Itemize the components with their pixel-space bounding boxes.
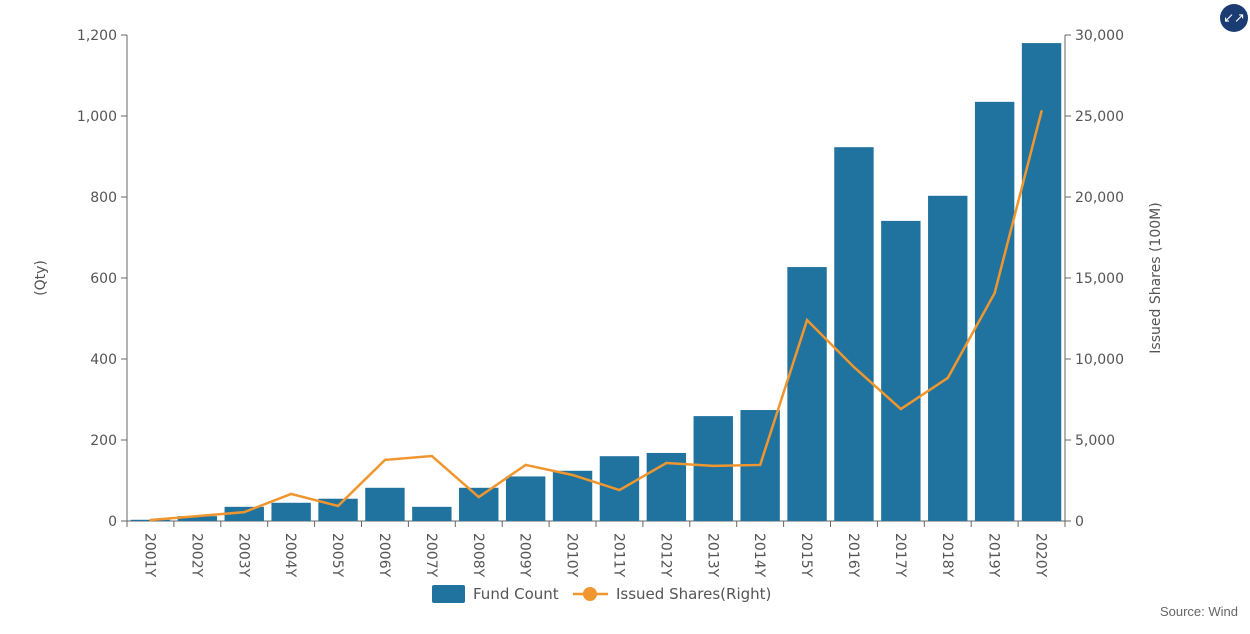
x-tick-label: 2014Y bbox=[751, 533, 767, 578]
x-tick-label: 2002Y bbox=[188, 533, 204, 578]
bar-2013Y bbox=[693, 416, 733, 521]
y2-tick-label: 5,000 bbox=[1075, 433, 1115, 449]
line-point bbox=[243, 510, 246, 514]
line-point bbox=[946, 376, 949, 380]
legend-swatch-fund-count bbox=[432, 585, 465, 603]
collapse-button[interactable]: ↙↗ bbox=[1220, 4, 1248, 32]
line-point bbox=[477, 495, 480, 499]
issued-shares-line bbox=[150, 110, 1043, 522]
x-tick-label: 2006Y bbox=[376, 533, 392, 578]
line-point bbox=[430, 454, 434, 458]
y2-tick-label: 30,000 bbox=[1075, 28, 1124, 44]
line-point bbox=[196, 514, 199, 518]
legend-label-fund-count: Fund Count bbox=[473, 585, 559, 603]
bar-2003Y bbox=[224, 506, 264, 521]
x-tick-label: 2003Y bbox=[235, 533, 251, 578]
x-tick-label: 2016Y bbox=[845, 533, 861, 578]
bar-2016Y bbox=[834, 147, 874, 521]
x-tick-label: 2005Y bbox=[329, 533, 345, 578]
bar-2006Y bbox=[365, 487, 405, 521]
y2-tick-label: 25,000 bbox=[1075, 109, 1124, 125]
line-point bbox=[618, 488, 621, 492]
line-point bbox=[805, 318, 809, 322]
x-tick-label: 2019Y bbox=[986, 533, 1002, 578]
y2-tick-label: 0 bbox=[1075, 514, 1084, 530]
y-axis-title: (Qty) bbox=[33, 260, 49, 296]
line-point bbox=[712, 464, 715, 468]
line-point bbox=[571, 473, 574, 477]
y-tick-label: 1,000 bbox=[77, 109, 117, 125]
y-tick-label: 200 bbox=[90, 433, 117, 449]
y2-tick-label: 15,000 bbox=[1075, 271, 1124, 287]
line-point bbox=[1040, 109, 1043, 113]
line-point bbox=[149, 518, 152, 522]
x-tick-label: 2017Y bbox=[892, 533, 908, 578]
x-tick-label: 2012Y bbox=[657, 533, 673, 578]
y2-tick-label: 10,000 bbox=[1075, 352, 1124, 368]
bar-2017Y bbox=[881, 220, 921, 521]
bar-2002Y bbox=[177, 516, 218, 521]
x-tick-label: 2013Y bbox=[704, 533, 720, 578]
legend-swatch-marker bbox=[583, 587, 597, 601]
x-tick-label: 2009Y bbox=[517, 533, 533, 578]
y2-axis-title: Issued Shares (100M) bbox=[1148, 202, 1164, 353]
bar-2004Y bbox=[271, 502, 311, 521]
y-tick-label: 0 bbox=[108, 514, 117, 530]
x-tick-label: 2008Y bbox=[470, 533, 486, 578]
x-tick-label: 2010Y bbox=[564, 533, 580, 578]
line-point bbox=[665, 461, 668, 465]
x-tick-label: 2004Y bbox=[282, 533, 298, 578]
bar-2020Y bbox=[1021, 43, 1062, 521]
line-point bbox=[336, 504, 340, 508]
bar-2015Y bbox=[787, 267, 827, 521]
line-point bbox=[383, 458, 387, 462]
bar-2018Y bbox=[928, 195, 968, 521]
line-point bbox=[899, 407, 903, 411]
y-tick-label: 1,200 bbox=[77, 28, 117, 44]
line-point bbox=[993, 291, 996, 295]
y-tick-label: 800 bbox=[90, 190, 117, 206]
x-tick-label: 2011Y bbox=[610, 533, 626, 578]
bar-2019Y bbox=[974, 101, 1015, 521]
y2-tick-label: 20,000 bbox=[1075, 190, 1124, 206]
bar-2011Y bbox=[599, 456, 640, 521]
x-tick-label: 2007Y bbox=[423, 533, 439, 578]
collapse-icon: ↙↗ bbox=[1223, 10, 1245, 26]
line-point bbox=[758, 463, 762, 467]
bar-2009Y bbox=[505, 476, 546, 521]
legend-label-issued-shares: Issued Shares(Right) bbox=[616, 585, 771, 603]
bar-2008Y bbox=[459, 487, 499, 521]
x-tick-label: 2015Y bbox=[798, 533, 814, 578]
source-note: Source: Wind bbox=[1159, 604, 1238, 619]
x-tick-label: 2020Y bbox=[1033, 533, 1049, 578]
line-point bbox=[289, 492, 293, 496]
y-tick-label: 600 bbox=[90, 271, 117, 287]
line-point bbox=[852, 365, 856, 369]
line-point bbox=[524, 463, 527, 467]
y-tick-label: 400 bbox=[90, 352, 117, 368]
bar-2007Y bbox=[412, 506, 452, 521]
x-tick-label: 2001Y bbox=[141, 533, 157, 578]
x-tick-label: 2018Y bbox=[939, 533, 955, 578]
